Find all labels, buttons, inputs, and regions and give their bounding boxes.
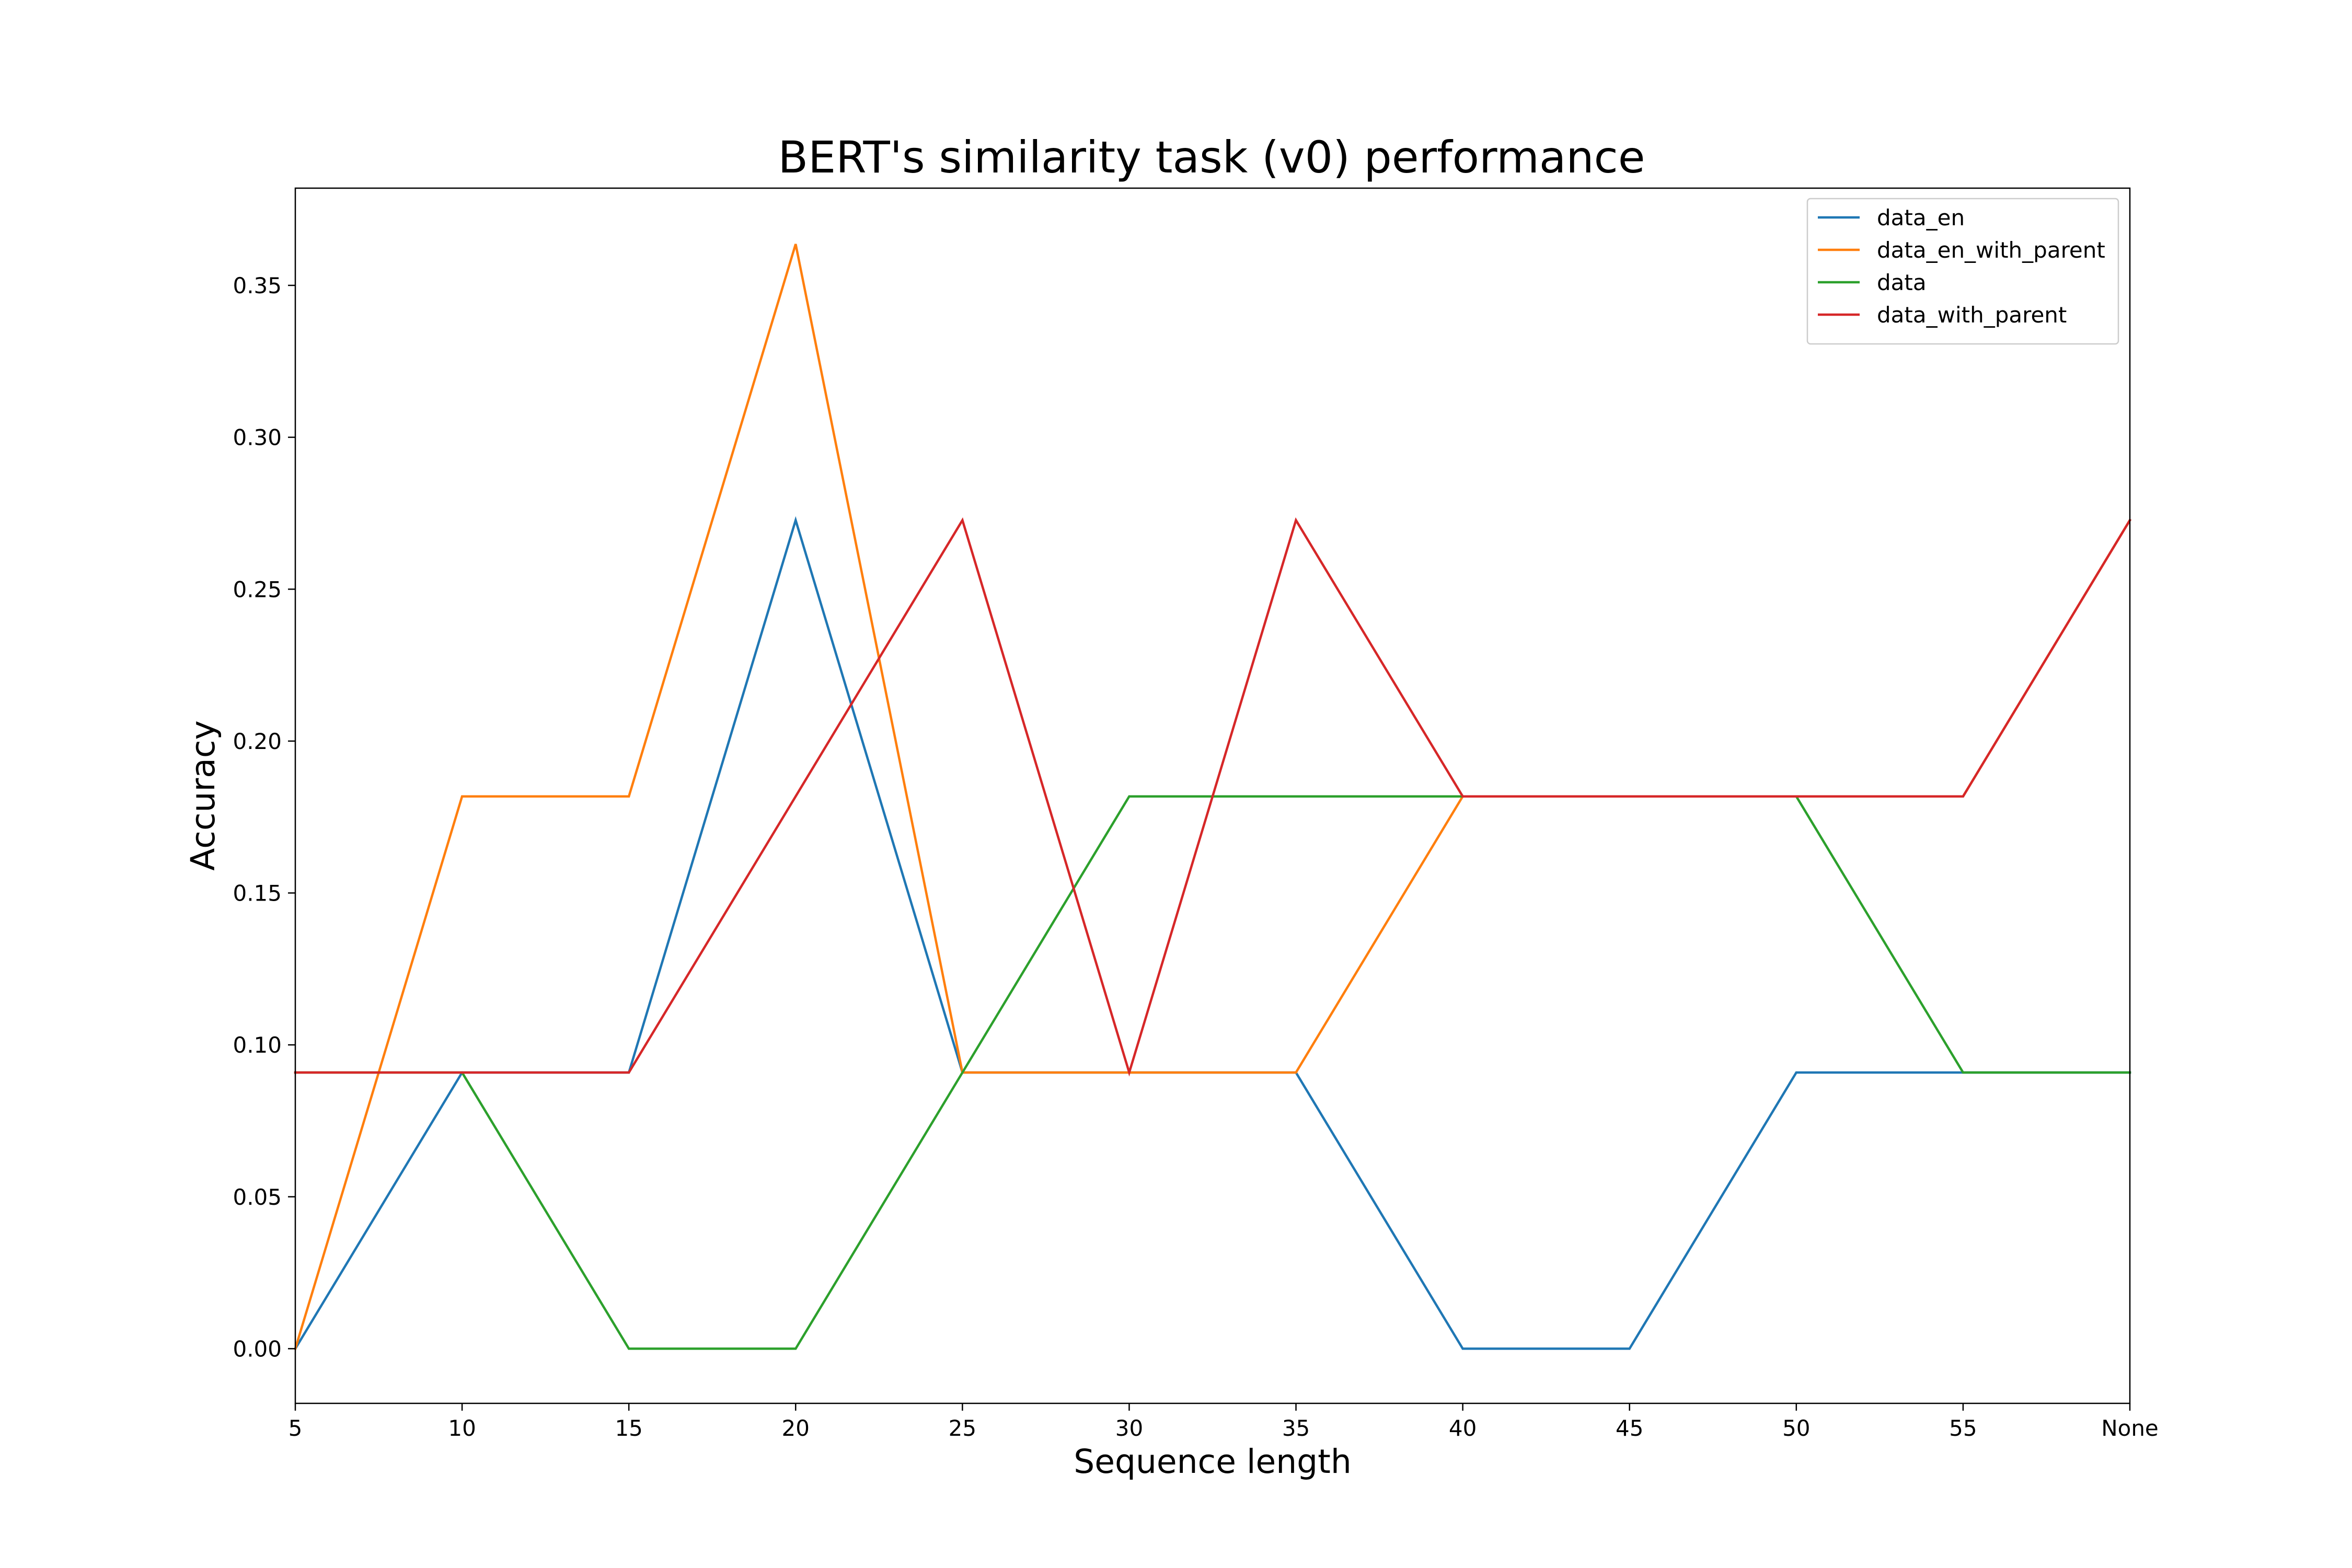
x-tick-label: 25	[949, 1415, 976, 1441]
legend-label: data_en_with_parent	[1877, 237, 2105, 263]
x-tick-label: 30	[1115, 1415, 1143, 1441]
y-tick-label: 0.25	[233, 577, 282, 602]
chart-title: BERT's similarity task (v0) performance	[778, 132, 1645, 183]
plot-frame	[294, 187, 2131, 1404]
x-tick-label: 15	[615, 1415, 642, 1441]
legend-label: data	[1877, 270, 1927, 295]
x-tick-label: 5	[289, 1415, 303, 1441]
x-tick-label: 10	[448, 1415, 476, 1441]
y-tick-label: 0.35	[233, 273, 282, 298]
x-tick-label: 20	[782, 1415, 810, 1441]
x-tick-label: None	[2101, 1415, 2159, 1441]
x-axis: 5 10 15 20 25 30 35 40 45 50 55 None	[289, 1403, 2159, 1441]
y-tick-label: 0.05	[233, 1184, 282, 1210]
y-axis-label: Accuracy	[184, 720, 222, 871]
legend-box	[1806, 198, 2119, 345]
y-tick-label: 0.20	[233, 729, 282, 754]
y-tick-label: 0.15	[233, 881, 282, 906]
y-tick-label: 0.00	[233, 1336, 282, 1362]
series-layer	[293, 244, 2132, 1351]
x-tick-label: 40	[1449, 1415, 1477, 1441]
x-tick-label: 35	[1282, 1415, 1310, 1441]
x-tick-label: 45	[1616, 1415, 1643, 1441]
legend-label: data_en	[1877, 205, 1965, 230]
legend-label: data_with_parent	[1877, 302, 2067, 328]
x-tick-label: 50	[1782, 1415, 1810, 1441]
x-tick-label: 55	[1949, 1415, 1977, 1441]
series-line-data-with-parent	[294, 517, 2132, 1077]
x-axis-label: Sequence length	[1074, 1443, 1352, 1481]
y-tick-label: 0.10	[233, 1032, 282, 1058]
y-axis: 0.00 0.05 0.10 0.15 0.20 0.25 0.30 0.35	[233, 273, 295, 1362]
y-tick-label: 0.30	[233, 425, 282, 451]
